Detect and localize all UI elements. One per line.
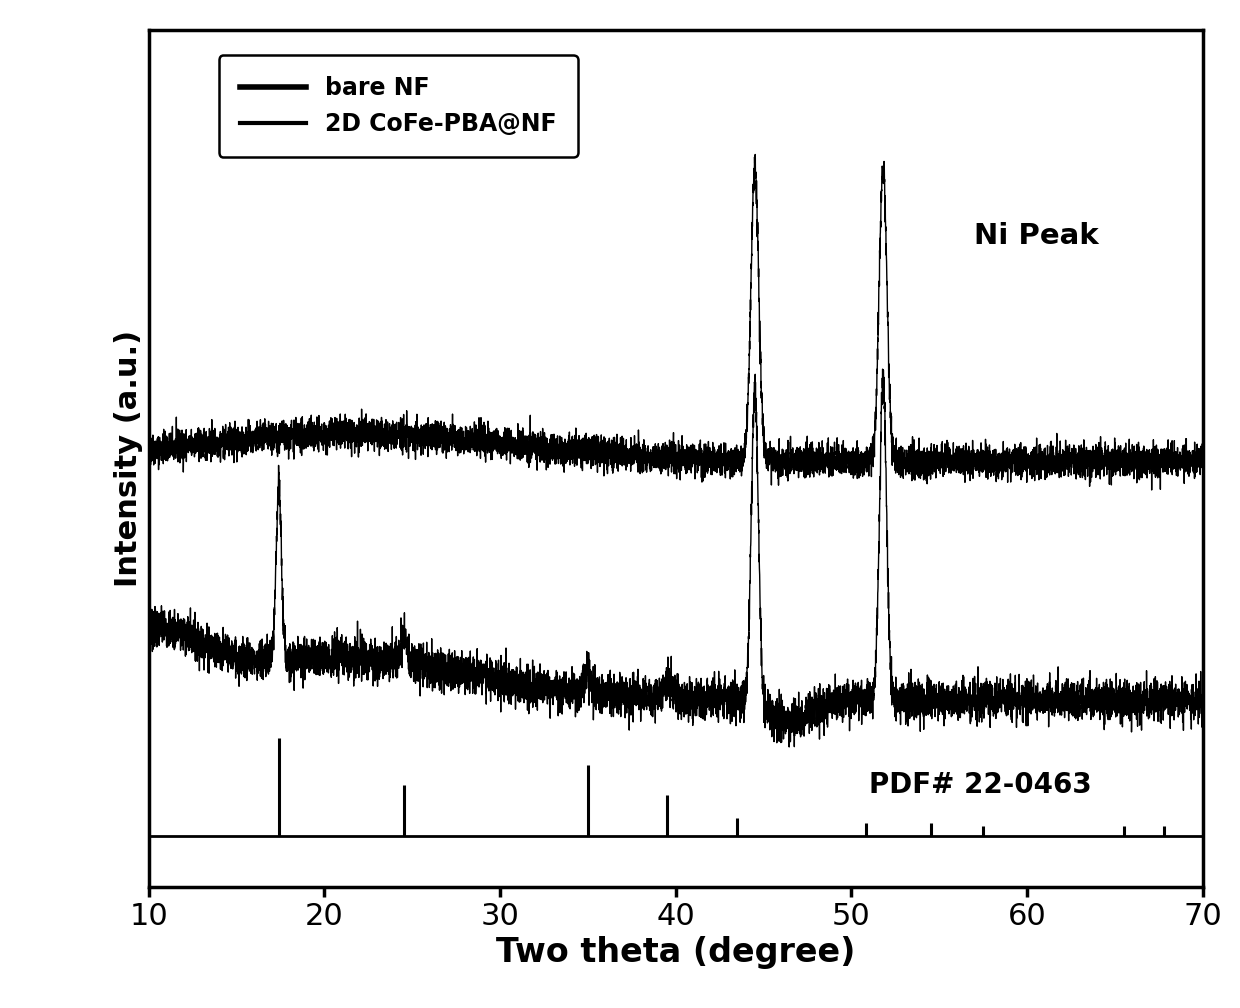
Y-axis label: Intensity (a.u.): Intensity (a.u.)	[114, 330, 144, 588]
X-axis label: Two theta (degree): Two theta (degree)	[496, 936, 856, 969]
Text: Ni Peak: Ni Peak	[975, 222, 1099, 250]
Legend: bare NF, 2D CoFe-PBA@NF: bare NF, 2D CoFe-PBA@NF	[218, 54, 578, 157]
Text: PDF# 22-0463: PDF# 22-0463	[869, 771, 1091, 799]
